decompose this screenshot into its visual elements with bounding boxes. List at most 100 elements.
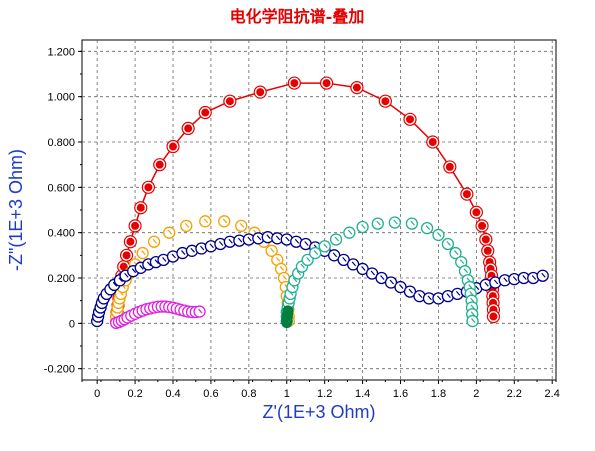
- data-point: [352, 83, 361, 92]
- data-point: [445, 162, 454, 171]
- data-point-tick: [228, 238, 233, 244]
- data-point-tick: [531, 275, 537, 280]
- data-point-tick: [296, 270, 302, 276]
- data-point: [184, 124, 193, 133]
- x-tick-label: 0.6: [203, 388, 218, 400]
- plot-area: [81, 39, 557, 381]
- data-point: [147, 235, 161, 248]
- data-point-tick: [446, 293, 451, 299]
- data-point: [322, 79, 331, 88]
- data-point: [432, 228, 445, 242]
- y-tick-label: 0.400: [47, 228, 75, 240]
- data-point: [301, 253, 314, 267]
- data-point: [126, 237, 135, 246]
- chart-title: 电化学阻抗谱-叠加: [230, 7, 365, 26]
- data-point-tick: [181, 250, 186, 255]
- data-point: [441, 237, 455, 251]
- data-point-tick: [112, 281, 118, 287]
- y-axis-label: -Z"(1E+3 Ohm): [6, 149, 26, 271]
- series-6: [281, 305, 294, 329]
- data-point: [406, 115, 415, 124]
- data-point-tick: [313, 250, 319, 255]
- data-point: [169, 142, 178, 151]
- data-point-tick: [306, 256, 311, 262]
- data-point-tick: [292, 277, 298, 283]
- data-point-tick: [455, 290, 461, 296]
- data-point-tick: [470, 304, 475, 310]
- data-point-tick: [154, 259, 159, 265]
- data-point: [199, 215, 212, 228]
- data-point: [218, 215, 231, 228]
- data-point-tick: [131, 268, 137, 274]
- data-point: [180, 219, 193, 233]
- y-tick-label: 0.600: [47, 182, 75, 194]
- data-point: [144, 183, 153, 192]
- data-point-tick: [463, 268, 468, 274]
- data-point-tick: [425, 225, 431, 231]
- data-point: [381, 97, 390, 106]
- data-point-tick: [256, 235, 262, 241]
- data-point-tick: [361, 266, 366, 271]
- data-point-tick: [222, 218, 228, 224]
- data-point-tick: [332, 252, 338, 258]
- data-point-tick: [393, 219, 398, 225]
- data-point-tick: [323, 243, 328, 249]
- data-point-tick: [282, 275, 287, 280]
- x-tick-label: 2: [473, 388, 479, 400]
- x-axis-label: Z'(1E+3 Ohm): [263, 402, 376, 422]
- data-point-tick: [218, 241, 224, 246]
- y-tick-label: 0.200: [47, 273, 75, 285]
- data-point-tick: [418, 293, 423, 299]
- data-point-tick: [399, 284, 404, 289]
- y-tick-label: 1.000: [47, 92, 75, 104]
- x-tick-label: 0.8: [241, 388, 256, 400]
- y-tick-label: -0.200: [44, 364, 75, 376]
- data-point-tick: [454, 250, 459, 255]
- x-tick-label: 1.2: [317, 388, 332, 400]
- data-point-tick: [203, 218, 209, 224]
- data-point-tick: [146, 261, 152, 267]
- data-point-tick: [304, 241, 309, 246]
- data-point-tick: [275, 235, 281, 241]
- data-point-tick: [541, 272, 546, 278]
- y-tick-label: 1.200: [47, 46, 75, 58]
- x-tick-label: 1.8: [431, 388, 446, 400]
- data-point: [449, 246, 462, 260]
- data-point-tick: [408, 288, 413, 294]
- data-point-tick: [167, 229, 173, 235]
- data-point-tick: [389, 279, 394, 285]
- axis-ticks: 0 0.2 0.4 0.6 0.8 1 1.2 1.4 1.6 1.8 2 2.2 2.4 -0.200 0…: [44, 46, 560, 400]
- data-series: [91, 76, 549, 330]
- data-point-tick: [380, 275, 385, 280]
- data-point: [225, 97, 234, 106]
- data-point: [131, 221, 140, 230]
- data-point: [155, 160, 164, 169]
- data-point: [472, 208, 481, 217]
- data-point-tick: [436, 232, 442, 237]
- data-point-tick: [361, 224, 366, 229]
- data-point-tick: [493, 279, 499, 285]
- data-point: [478, 221, 487, 230]
- data-point: [329, 233, 343, 246]
- data-point-tick: [410, 220, 415, 226]
- data-point-tick: [279, 266, 285, 271]
- data-point-tick: [152, 238, 157, 244]
- data-point: [536, 269, 549, 282]
- data-point-tick: [436, 295, 442, 301]
- data-point-tick: [503, 277, 508, 283]
- x-tick-label: 1.6: [393, 388, 408, 400]
- data-point: [290, 79, 299, 88]
- data-point-tick: [198, 308, 203, 314]
- data-point-tick: [141, 250, 146, 255]
- data-point: [343, 226, 356, 239]
- data-point-tick: [184, 222, 190, 228]
- data-point: [462, 190, 471, 199]
- data-point-tick: [342, 256, 347, 262]
- data-point-tick: [300, 263, 305, 269]
- data-point-tick: [190, 247, 195, 253]
- data-point-tick: [124, 272, 129, 278]
- x-tick-label: 1: [284, 388, 290, 400]
- data-point-tick: [459, 259, 465, 265]
- data-point-tick: [294, 238, 300, 244]
